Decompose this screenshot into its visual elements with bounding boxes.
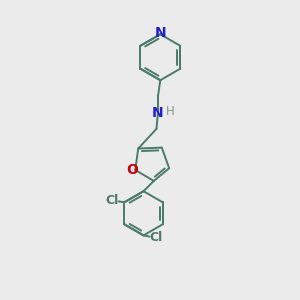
Text: O: O <box>126 163 138 177</box>
Text: N: N <box>154 26 166 40</box>
Text: N: N <box>152 106 164 120</box>
Text: Cl: Cl <box>149 231 163 244</box>
Text: Cl: Cl <box>105 194 119 207</box>
Text: H: H <box>166 105 175 118</box>
